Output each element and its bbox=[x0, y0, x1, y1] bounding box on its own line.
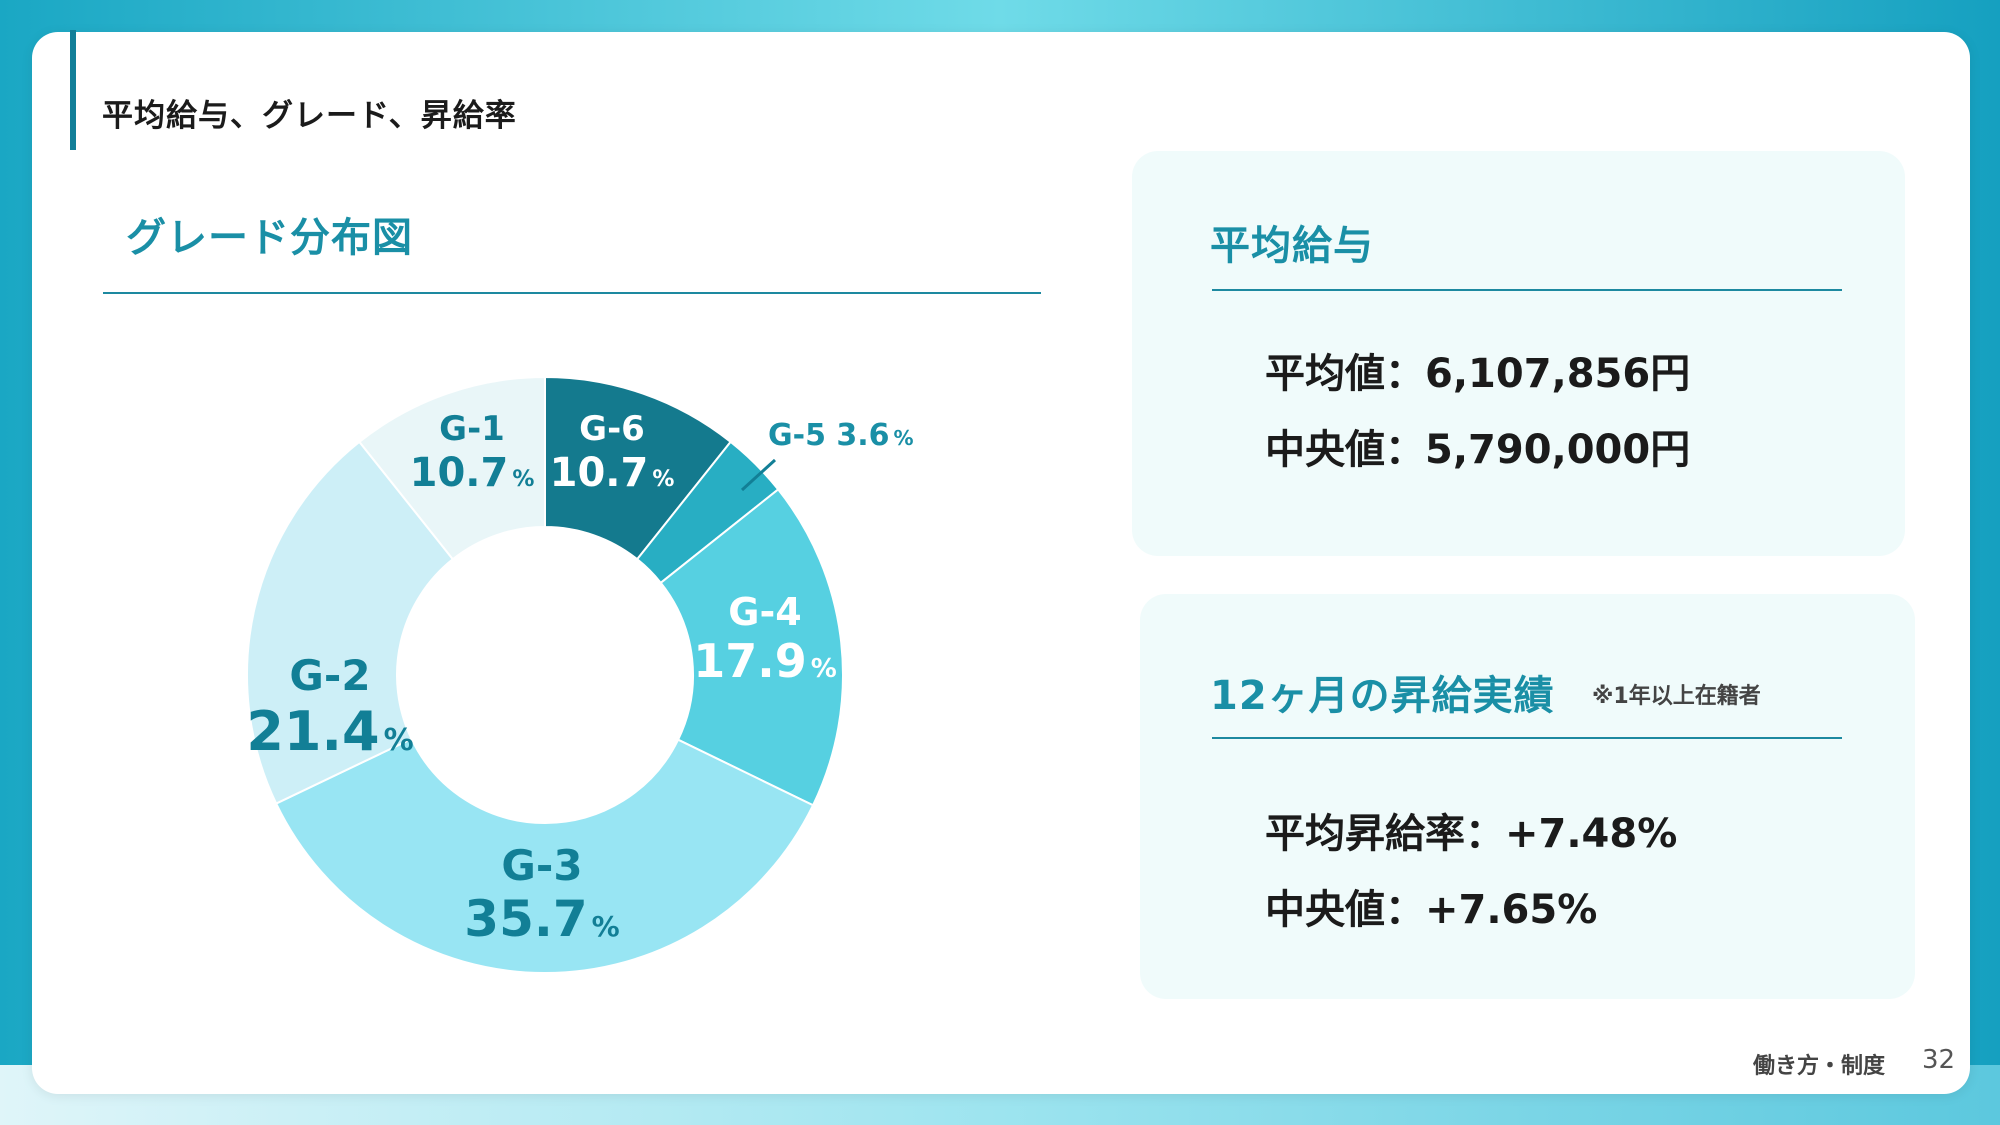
title-accent-bar bbox=[70, 30, 76, 150]
donut-segment-g-2 bbox=[246, 440, 455, 805]
donut-value-g-1: 10.7% bbox=[410, 450, 535, 496]
footer-section-label: 働き方・制度 bbox=[1753, 1054, 1886, 1079]
donut-value-g-6: 10.7% bbox=[550, 450, 675, 496]
salary-panel-divider bbox=[1212, 289, 1842, 291]
raise-panel-note: ※1年以上在籍者 bbox=[1592, 684, 1761, 709]
donut-segment-g-1 bbox=[358, 375, 546, 561]
donut-category-g-4: G-4 bbox=[728, 590, 801, 634]
raise-panel bbox=[1140, 594, 1915, 999]
donut-leader-line-g-5 bbox=[740, 458, 777, 492]
salary-panel bbox=[1132, 151, 1905, 556]
grade-chart-divider bbox=[103, 292, 1041, 294]
donut-label-g-5: G-5 3.6% bbox=[768, 418, 914, 453]
donut-category-g-6: G-6 bbox=[579, 409, 645, 449]
donut-category-g-1: G-1 bbox=[439, 409, 505, 449]
page-number: 32 bbox=[1922, 1045, 1956, 1075]
raise-panel-title: 12ヶ月の昇給実績 bbox=[1210, 673, 1555, 719]
donut-value-g-4: 17.9% bbox=[693, 634, 837, 688]
salary-median: 中央値：5,790,000円 bbox=[1265, 427, 1691, 473]
donut-segment-g-4 bbox=[659, 488, 844, 807]
salary-panel-title: 平均給与 bbox=[1210, 223, 1374, 269]
donut-value-g-3: 35.7% bbox=[464, 890, 619, 948]
donut-segment-g-3 bbox=[274, 737, 815, 974]
donut-category-g-3: G-3 bbox=[501, 841, 582, 890]
page-title: 平均給与、グレード、昇給率 bbox=[102, 98, 517, 134]
grade-chart-title: グレード分布図 bbox=[126, 215, 413, 261]
donut-category-g-2: G-2 bbox=[289, 651, 370, 700]
donut-value-g-2: 21.4% bbox=[246, 700, 413, 763]
raise-panel-divider bbox=[1212, 737, 1842, 739]
raise-average: 平均昇給率：+7.48% bbox=[1265, 811, 1678, 857]
salary-average: 平均値：6,107,856円 bbox=[1265, 351, 1691, 397]
raise-median: 中央値：+7.65% bbox=[1265, 887, 1598, 933]
